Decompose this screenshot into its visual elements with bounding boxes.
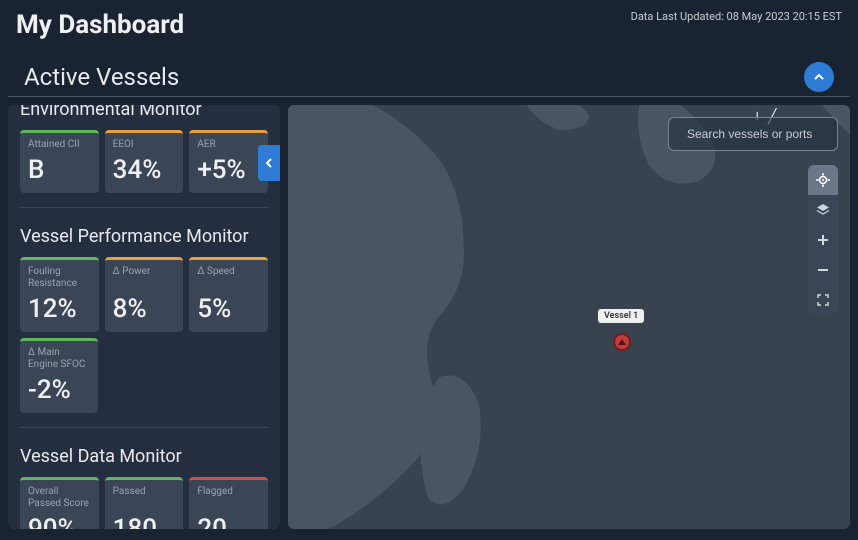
sidebar-collapse-button[interactable] (258, 145, 280, 181)
collapse-section-button[interactable] (804, 62, 834, 92)
card-value: 12% (28, 296, 91, 322)
card-label: Overall Passed Score (28, 486, 91, 510)
performance-title: Vessel Performance Monitor (20, 226, 268, 247)
card-flagged[interactable]: Flagged 20 (189, 477, 268, 529)
plus-icon (817, 234, 829, 246)
card-value: +5% (197, 157, 260, 183)
card-value: -2% (28, 377, 90, 403)
card-label: Flagged (197, 486, 260, 510)
map-search[interactable] (668, 117, 838, 151)
card-label: Fouling Resistance (28, 266, 91, 290)
fullscreen-button[interactable] (808, 285, 838, 315)
card-label: Passed (113, 486, 176, 510)
card-label: Δ Main Engine SFOC (28, 347, 90, 371)
map[interactable]: ╵ ╱ Vessel 1 (288, 105, 850, 529)
card-label: Δ Speed (197, 266, 260, 290)
vessel-marker[interactable] (613, 333, 631, 351)
card-label: AER (197, 139, 260, 151)
card-value: 34% (113, 157, 176, 183)
card-aer[interactable]: AER +5% (189, 130, 268, 193)
target-icon (816, 173, 830, 187)
chevron-up-icon (813, 71, 825, 83)
card-label: EEOI (113, 139, 176, 151)
minus-icon (817, 264, 829, 276)
card-value: 90% (28, 516, 91, 529)
vessel-arrow-icon (618, 339, 626, 345)
data-monitor-title: Vessel Data Monitor (20, 446, 268, 467)
card-fouling-resistance[interactable]: Fouling Resistance 12% (20, 257, 99, 332)
search-input[interactable] (687, 127, 842, 141)
divider (20, 207, 268, 208)
last-updated: Data Last Updated: 08 May 2023 20:15 EST (631, 10, 842, 23)
section-heading: Active Vessels (24, 63, 179, 91)
locate-button[interactable] (808, 165, 838, 195)
card-delta-speed[interactable]: Δ Speed 5% (189, 257, 268, 332)
zoom-out-button[interactable] (808, 255, 838, 285)
map-toolbar (808, 165, 838, 315)
chevron-left-icon (264, 157, 274, 169)
card-value: 8% (113, 296, 176, 322)
card-value: 5% (197, 296, 260, 322)
environmental-title: Environmental Monitor (20, 105, 268, 120)
card-value: 20 (197, 516, 260, 529)
page-title: My Dashboard (16, 10, 184, 40)
card-eeoi[interactable]: EEOI 34% (105, 130, 184, 193)
card-overall-passed[interactable]: Overall Passed Score 90% (20, 477, 99, 529)
card-value: B (28, 157, 91, 183)
layers-icon (816, 203, 830, 217)
map-landmass (288, 105, 850, 529)
divider (20, 427, 268, 428)
card-label: Δ Power (113, 266, 176, 290)
card-label: Attained CII (28, 139, 91, 151)
card-delta-power[interactable]: Δ Power 8% (105, 257, 184, 332)
zoom-in-button[interactable] (808, 225, 838, 255)
card-passed[interactable]: Passed 180 (105, 477, 184, 529)
vessel-tooltip: Vessel 1 (598, 309, 644, 323)
card-value: 180 (113, 516, 176, 529)
card-delta-sfoc[interactable]: Δ Main Engine SFOC -2% (20, 338, 98, 413)
expand-icon (817, 294, 829, 306)
metrics-sidebar: Environmental Monitor Attained CII B EEO… (8, 105, 280, 529)
card-attained-cii[interactable]: Attained CII B (20, 130, 99, 193)
layers-button[interactable] (808, 195, 838, 225)
